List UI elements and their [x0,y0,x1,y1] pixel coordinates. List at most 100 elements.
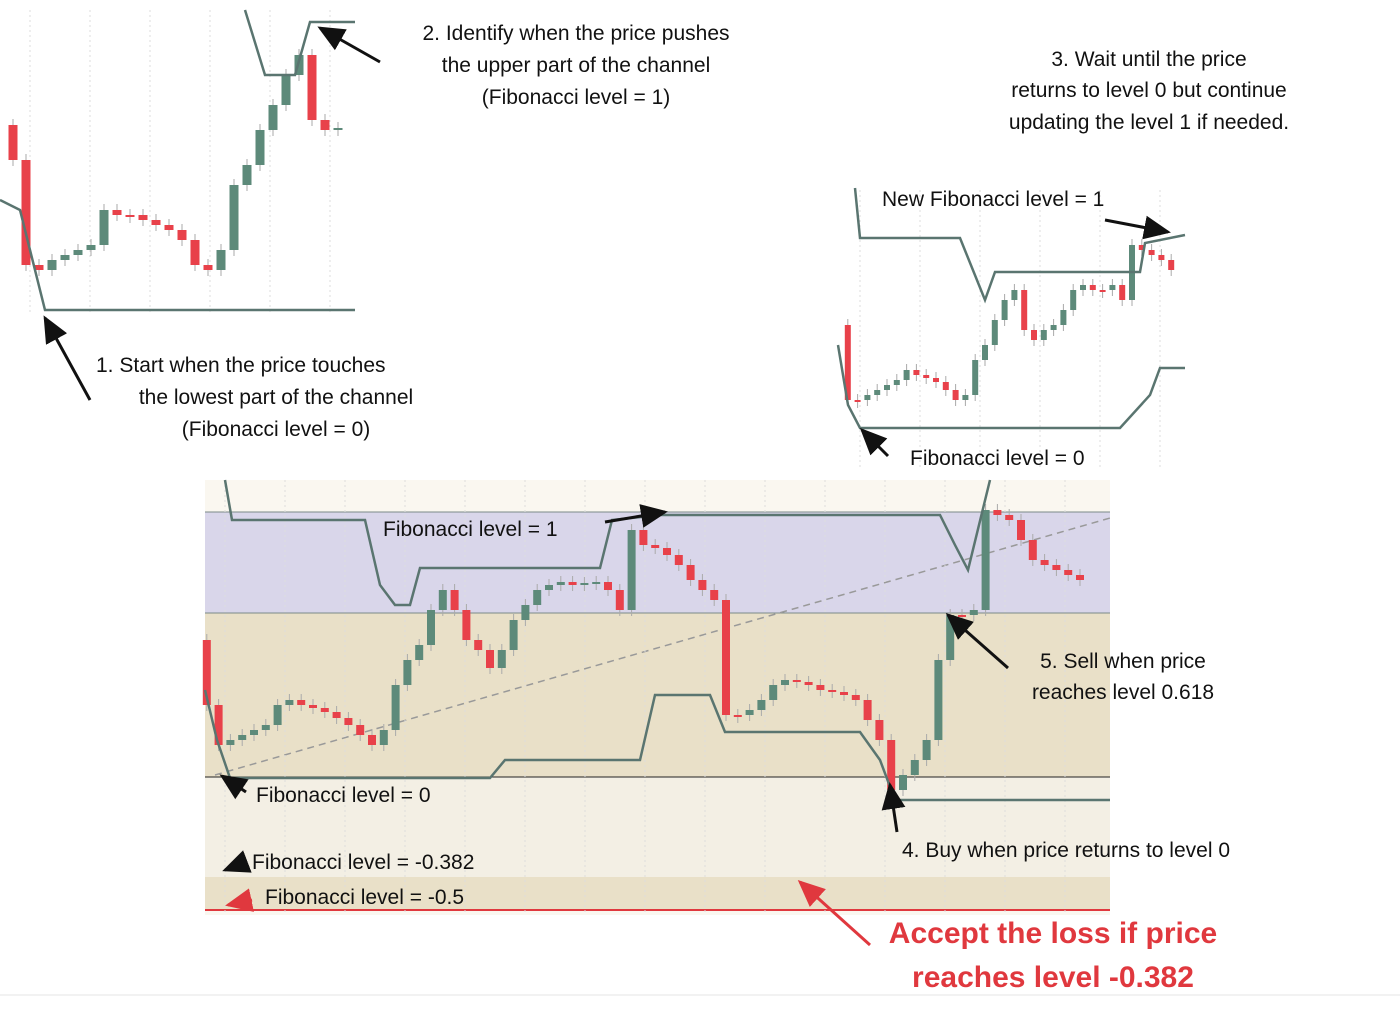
candle [1080,285,1086,290]
candle [1148,250,1155,255]
candle [1138,245,1145,250]
candle [556,582,565,585]
candle [952,390,959,400]
candle [497,650,506,668]
candle [427,610,435,645]
candle [190,240,200,265]
candle [226,740,235,745]
annotation: Fibonacci level = 0 [256,784,431,807]
candle [320,120,330,130]
loss-annotation: Accept the loss if price [889,917,1217,950]
candle [281,75,291,105]
candle [509,620,518,650]
candle [1028,540,1037,560]
candles [8,49,1175,796]
candle [844,325,851,400]
annotation: Fibonacci level = -0.5 [265,886,464,909]
candle [438,590,447,610]
annotation: 1. Start when the price touches [96,354,386,377]
candle [261,725,270,730]
annotation: the lowest part of the channel [139,386,413,409]
candle [946,615,955,660]
candle [972,360,979,395]
candle [450,590,459,610]
candle [415,645,424,660]
candle [722,600,730,715]
candle [521,605,530,620]
candle [242,165,252,185]
candle [840,692,848,695]
loss-annotation: reaches level -0.382 [912,961,1194,994]
candle [268,105,278,130]
annotation: returns to level 0 but continue [1011,79,1287,102]
candle [273,705,282,725]
candle [545,585,553,590]
candle [864,395,871,400]
candle [962,395,969,400]
candle [568,582,577,585]
candle [99,210,109,245]
candle [816,685,825,690]
candle [356,725,365,735]
candle [875,720,884,740]
candle [1060,310,1067,325]
candle [1089,285,1096,290]
candle [698,580,707,590]
candle [863,700,872,720]
candle [486,650,494,668]
annotation: updating the level 1 if needed. [1009,111,1289,134]
candle [981,510,990,610]
annotation: New Fibonacci level = 1 [882,188,1104,211]
candle [592,582,601,584]
candle [887,740,896,790]
candle [1070,290,1077,310]
candle [391,685,400,730]
candle [923,375,930,378]
candle [216,250,226,270]
candle [663,548,671,555]
candle [854,400,861,402]
candle [34,265,44,270]
candle [138,215,148,220]
candle [21,160,31,265]
candle [757,700,766,710]
candle [639,530,648,545]
candle [112,210,122,215]
candle [828,690,837,692]
candle [297,700,306,705]
candle [255,130,265,165]
candle [1052,565,1061,570]
candle [1076,575,1084,580]
candle [686,565,695,580]
candle [893,380,900,385]
annotation: the upper part of the channel [442,54,711,77]
candle [285,700,294,705]
candle [899,775,907,790]
candle [1158,255,1165,260]
annotation: Fibonacci level = -0.382 [252,851,474,874]
candle [910,760,919,775]
candle [250,730,258,735]
candle [8,125,18,160]
annotation: Fibonacci level = 0 [910,447,1085,470]
candle [874,390,881,395]
candle [309,705,317,708]
candle [1168,260,1175,270]
candle [710,590,719,600]
candle [804,682,813,685]
candle [604,582,612,590]
annotation: reaches level 0.618 [1032,681,1214,704]
candle [1005,515,1014,520]
candle [913,370,920,375]
candle [769,685,778,700]
candle [379,730,388,745]
candle [651,545,660,548]
annotation: 2. Identify when the price pushes [422,22,729,45]
candle [1050,325,1057,330]
candle [792,680,801,682]
candle [238,735,247,740]
candle [922,740,931,760]
candle [214,705,223,745]
annotation: (Fibonacci level = 1) [482,86,671,109]
